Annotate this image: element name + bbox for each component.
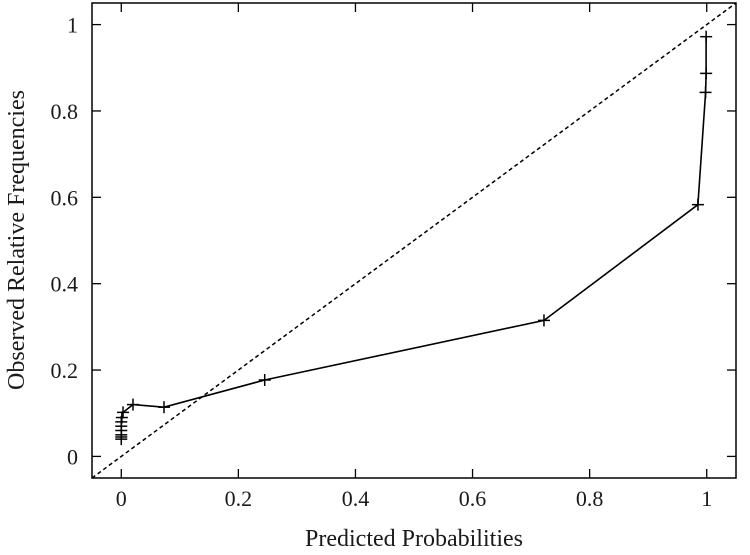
data-point-marker [117,406,130,419]
data-point-marker [537,314,550,327]
data-point-marker [258,373,271,386]
reference-diagonal-line [91,2,737,479]
x-tick-label: 0 [116,486,127,511]
data-point-marker [115,411,128,424]
y-tick-label: 0 [67,444,78,469]
series-layer [91,2,737,479]
data-point-marker [699,86,712,99]
y-tick-label: 0.8 [51,99,79,124]
plot-frame [91,2,737,479]
y-tick-label: 0.6 [51,185,79,210]
calibration-curve-line [120,36,707,440]
x-axis-label: Predicted Probabilities [305,526,523,552]
data-point-marker [158,401,171,414]
y-tick-label: 0.4 [51,272,79,297]
axis-ticks [92,3,736,478]
x-tick-label: 0.4 [342,486,370,511]
data-point-marker [700,30,713,43]
data-point-marker [126,398,139,411]
data-point-marker [700,67,713,80]
x-tick-label: 1 [701,486,712,511]
y-tick-label: 0.2 [51,358,79,383]
x-tick-label: 0.6 [459,486,487,511]
x-tick-label: 0.8 [576,486,604,511]
y-axis-label: Observed Relative Frequencies [4,90,30,390]
tick-labels: 0 0.2 0.4 0.6 0.8 1 0 0.2 0.4 0.6 0.8 1 [51,13,713,511]
y-tick-label: 1 [67,13,78,38]
data-point-marker [691,198,704,211]
x-tick-label: 0.2 [225,486,253,511]
